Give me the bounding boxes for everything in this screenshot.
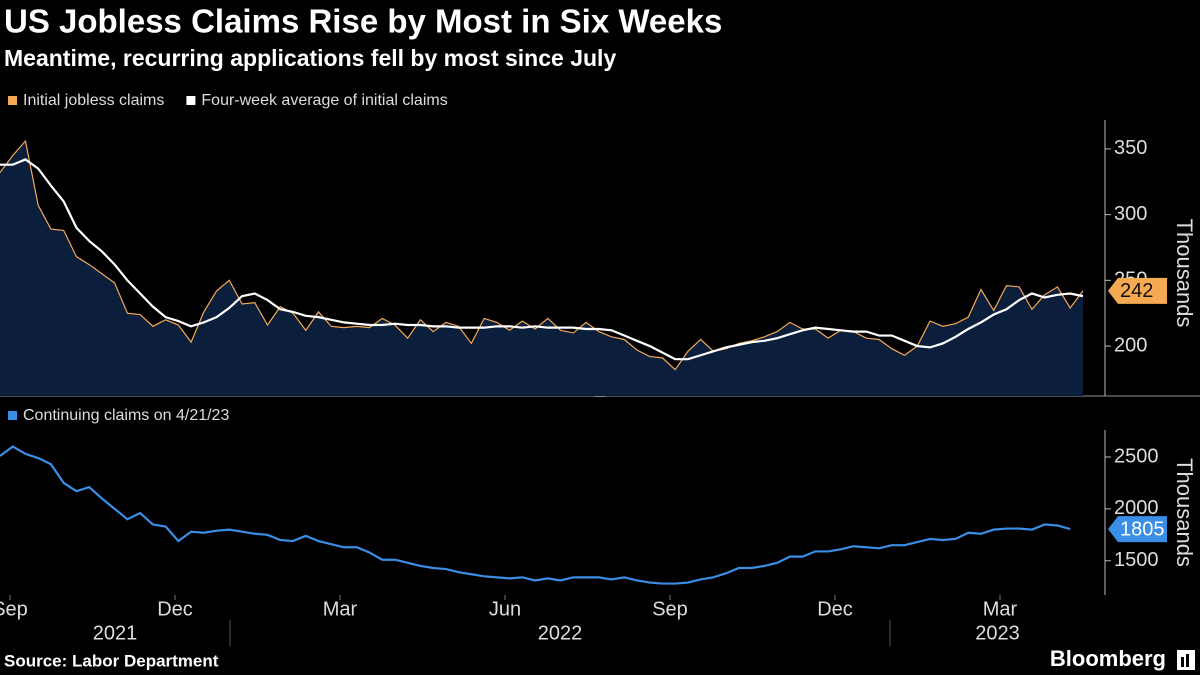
x-tick-label: Sep [0, 598, 28, 620]
value-tag-label: 242 [1120, 280, 1153, 302]
x-tick-label: Mar [323, 598, 358, 620]
y-axis-label: Thousands [1172, 219, 1197, 328]
y-tick-label: 1500 [1114, 549, 1159, 571]
source: Source: Labor Department [4, 651, 219, 670]
year-label: 2023 [975, 622, 1020, 644]
year-label: 2021 [93, 622, 138, 644]
y-tick-label: 300 [1114, 203, 1147, 225]
x-tick-label: Dec [817, 598, 853, 620]
year-label: 2022 [538, 622, 583, 644]
line [0, 445, 1071, 585]
x-tick-label: Sep [652, 598, 688, 620]
x-tick-label: Mar [983, 598, 1018, 620]
brand-icon-bar [1181, 657, 1184, 667]
y-tick-label: 2000 [1114, 497, 1159, 519]
legend-swatch [8, 96, 17, 105]
y-tick-label: 2500 [1114, 445, 1159, 467]
value-tag [1108, 277, 1167, 304]
legend-swatch [186, 96, 196, 105]
line [0, 139, 1084, 371]
value-tag [1108, 516, 1167, 543]
legend-label: Initial jobless claims [23, 92, 164, 109]
legend-label: Four-week average of initial claims [201, 92, 447, 109]
legend-label: Continuing claims on 4/21/23 [23, 407, 229, 424]
brand: Bloomberg [1050, 646, 1166, 671]
legend-swatch [8, 411, 17, 420]
y-tick-label: 350 [1114, 137, 1147, 159]
area [0, 141, 1083, 396]
chart-subtitle: Meantime, recurring applications fell by… [4, 45, 616, 71]
y-axis-label: Thousands [1172, 458, 1197, 567]
y-tick-label: 200 [1114, 334, 1147, 356]
x-tick-label: Jun [489, 598, 521, 620]
chart-title: US Jobless Claims Rise by Most in Six We… [4, 3, 722, 40]
x-tick-label: Dec [157, 598, 193, 620]
brand-icon-bar [1186, 654, 1189, 667]
value-tag-label: 1805 [1120, 518, 1165, 540]
line [0, 158, 1084, 361]
